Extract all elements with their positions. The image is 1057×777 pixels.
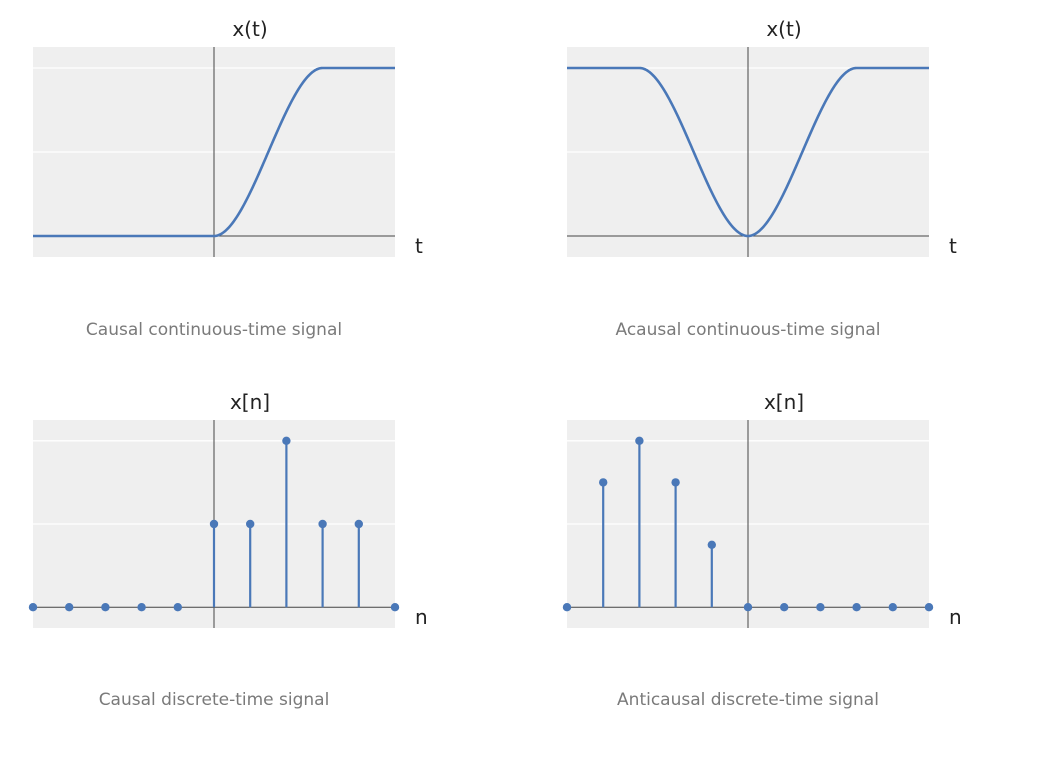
stem-marker — [246, 519, 255, 529]
stem-marker — [137, 603, 146, 612]
stem-marker — [28, 603, 38, 612]
stem-marker — [65, 603, 74, 612]
stem-marker — [852, 603, 861, 612]
y-axis-label: x[n] — [764, 390, 804, 414]
stem-marker — [173, 603, 182, 612]
stem-marker — [599, 478, 608, 487]
stem-marker — [209, 519, 219, 529]
signal-line — [566, 66, 930, 238]
y-axis-label: x(t) — [766, 17, 801, 41]
series-marks — [32, 66, 396, 238]
series-marks — [562, 436, 934, 612]
series-marks — [566, 66, 930, 238]
panel-caption: Causal continuous-time signal — [86, 320, 342, 340]
panel-caption: Causal discrete-time signal — [99, 690, 330, 710]
acausal-continuous-panel: x(t) t Acausal continuous-time signal — [566, 17, 957, 340]
panel-caption: Anticausal discrete-time signal — [617, 690, 879, 710]
stem-marker — [816, 603, 825, 612]
stem-marker — [390, 603, 400, 612]
x-axis-label: n — [949, 605, 962, 629]
stem-marker — [743, 603, 753, 612]
stem-marker — [282, 436, 291, 445]
stem-marker — [318, 519, 327, 529]
stem-marker — [354, 519, 363, 529]
stem-marker — [924, 603, 934, 612]
x-axis-label: t — [415, 234, 423, 258]
stem-marker — [707, 540, 716, 549]
stem-marker — [780, 603, 789, 612]
signal-line — [32, 66, 396, 238]
stem-marker — [888, 603, 897, 612]
stem-marker — [562, 603, 572, 612]
series-marks — [28, 436, 400, 612]
stem-marker — [635, 436, 644, 445]
x-axis-label: t — [949, 234, 957, 258]
y-axis-label: x(t) — [232, 17, 267, 41]
x-axis-label: n — [415, 605, 428, 629]
y-axis-label: x[n] — [230, 390, 270, 414]
anticausal-discrete-panel: x[n] n Anticausal discrete-time signal — [562, 390, 962, 710]
stem-marker — [101, 603, 110, 612]
causal-continuous-panel: x(t) t Causal continuous-time signal — [32, 17, 423, 340]
panel-caption: Acausal continuous-time signal — [616, 320, 881, 340]
causal-discrete-panel: x[n] n Causal discrete-time signal — [28, 390, 428, 710]
stem-marker — [671, 478, 680, 487]
